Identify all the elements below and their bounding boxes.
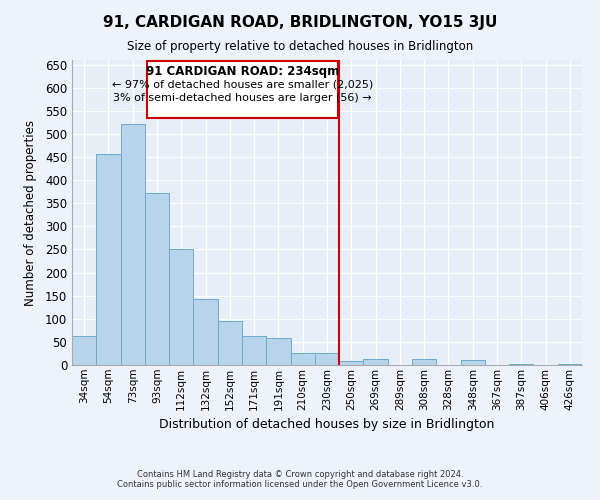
Bar (145, 193, 169, 365)
Bar (412, 360, 436, 365)
Bar (96, 154, 121, 365)
Bar (461, 360, 485, 365)
Bar (509, 364, 533, 365)
Bar (315, 352, 339, 365)
Text: ← 97% of detached houses are smaller (2,025): ← 97% of detached houses are smaller (2,… (112, 80, 373, 90)
Bar (364, 359, 388, 365)
Text: 91, CARDIGAN ROAD, BRIDLINGTON, YO15 3JU: 91, CARDIGAN ROAD, BRIDLINGTON, YO15 3JU (103, 15, 497, 30)
Bar (339, 361, 364, 365)
Text: 3% of semi-detached houses are larger (56) →: 3% of semi-detached houses are larger (5… (113, 93, 372, 103)
Y-axis label: Number of detached properties: Number of detached properties (23, 120, 37, 306)
Bar (169, 250, 193, 365)
Bar (121, 124, 145, 365)
Bar (290, 352, 315, 365)
Bar (558, 364, 582, 365)
Bar (193, 300, 218, 365)
Text: 91 CARDIGAN ROAD: 234sqm: 91 CARDIGAN ROAD: 234sqm (146, 64, 339, 78)
Text: Size of property relative to detached houses in Bridlington: Size of property relative to detached ho… (127, 40, 473, 53)
Bar (242, 336, 266, 365)
Text: Contains HM Land Registry data © Crown copyright and database right 2024.
Contai: Contains HM Land Registry data © Crown c… (118, 470, 482, 489)
Bar (72, 336, 96, 365)
Bar (266, 338, 290, 365)
X-axis label: Distribution of detached houses by size in Bridlington: Distribution of detached houses by size … (160, 418, 494, 431)
Bar (218, 321, 242, 365)
FancyBboxPatch shape (147, 61, 338, 118)
